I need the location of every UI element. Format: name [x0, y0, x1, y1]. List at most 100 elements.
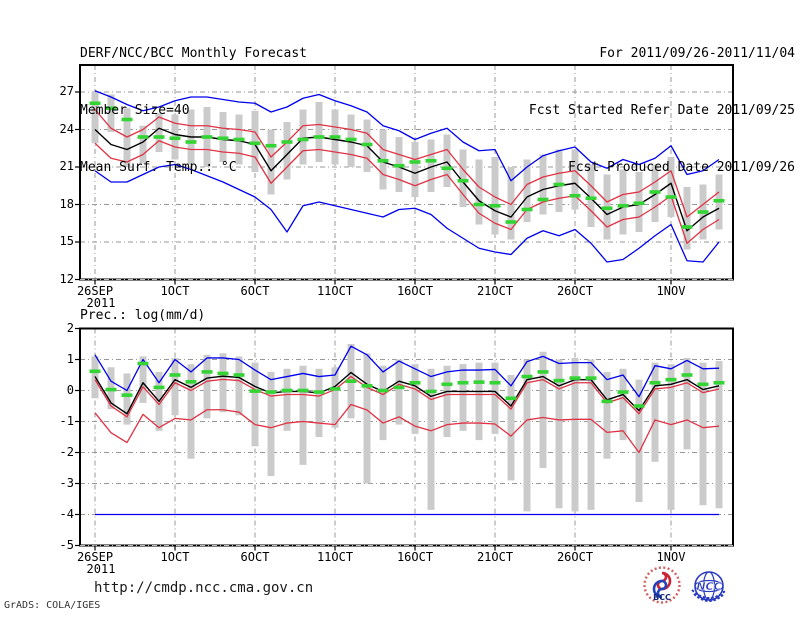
green-dash-marker	[281, 140, 293, 144]
green-dash-marker	[425, 158, 437, 163]
spread-bar	[171, 357, 179, 416]
spread-bar	[539, 154, 547, 215]
green-dash-marker	[121, 117, 133, 122]
spread-bar	[139, 125, 147, 164]
spread-bar	[251, 110, 259, 172]
green-dash-marker	[233, 137, 245, 142]
green-dash-marker	[505, 220, 517, 224]
x-tick-label: 21OCT	[476, 550, 514, 564]
spread-bar	[299, 365, 307, 465]
spread-bar	[411, 142, 419, 197]
green-dash-marker	[521, 207, 533, 212]
logo-strip: BCC NCC	[641, 566, 751, 610]
x-tick-label: 21OCT	[476, 284, 514, 298]
spread-bar	[491, 362, 499, 434]
temp-ens-max-line	[94, 90, 720, 182]
spread-bar	[443, 134, 451, 187]
green-dash-marker	[393, 163, 405, 168]
spread-bar	[91, 92, 99, 144]
spread-bar	[411, 364, 419, 434]
spread-bar	[571, 357, 579, 512]
spread-bar	[219, 353, 227, 413]
spread-bar	[427, 368, 435, 510]
spread-bar	[683, 187, 691, 250]
x-tick-label: 1OCT	[160, 284, 190, 298]
y-tick-label: -1	[59, 413, 74, 428]
green-dash-marker	[169, 373, 181, 377]
green-dash-marker	[649, 190, 661, 194]
spread-bar	[107, 94, 115, 132]
spread-bar	[523, 359, 531, 512]
forecast-range-label: For 2011/09/26-2011/11/04	[599, 46, 795, 61]
spread-bar	[299, 109, 307, 165]
x-tick-label: 6OCT	[240, 550, 270, 564]
x-tick-label: 16OCT	[396, 550, 434, 564]
bcc-logo: BCC	[643, 566, 681, 604]
green-dash-marker	[489, 203, 501, 208]
bcc-blue-swirl	[652, 579, 668, 599]
y-tick-label: 1	[66, 351, 74, 366]
ncc-logo-text: NCC	[696, 580, 721, 593]
green-dash-marker	[201, 135, 213, 139]
precip-ens-upper-line	[94, 375, 720, 418]
green-dash-marker	[201, 370, 213, 374]
grads-credit: GrADS: COLA/IGES	[4, 600, 101, 611]
green-dash-marker	[713, 198, 725, 203]
y-tick-label: 0	[66, 382, 74, 397]
green-dash-marker	[281, 388, 293, 393]
green-dash-marker	[345, 137, 357, 142]
green-dash-marker	[345, 379, 357, 383]
green-dash-marker	[105, 106, 117, 111]
green-dash-marker	[505, 396, 517, 401]
header-left: DERF/NCC/BCC Monthly Forecast Member Siz…	[80, 6, 307, 215]
green-dash-marker	[617, 390, 629, 394]
x-tick-label: 26OCT	[556, 550, 594, 564]
precip-ens-max-line	[94, 345, 720, 398]
spread-bar	[123, 373, 131, 425]
green-dash-marker	[313, 390, 325, 394]
website-url[interactable]: http://cmdp.ncc.cma.gov.cn	[94, 580, 314, 596]
spread-bar	[603, 371, 611, 459]
x-tick-label: 11OCT	[316, 284, 354, 298]
green-dash-marker	[329, 387, 341, 391]
x-tick-label: 1NOV	[656, 284, 686, 298]
green-dash-marker	[217, 136, 229, 141]
spread-bar	[619, 368, 627, 441]
green-dash-marker	[361, 142, 373, 147]
green-dash-marker	[89, 369, 101, 374]
spread-bar	[699, 362, 707, 506]
green-dash-marker	[617, 203, 629, 208]
header-right: For 2011/09/26-2011/11/04 Fcst Started R…	[529, 6, 795, 215]
temp-ens-min-line	[94, 163, 720, 263]
spread-bar	[651, 362, 659, 462]
x-tick-label: 26OCT	[556, 284, 594, 298]
bcc-logo-text: BCC	[653, 593, 671, 602]
green-dash-marker	[553, 378, 565, 383]
green-dash-marker	[681, 225, 693, 229]
fcst-produced-label: Fcst Produced Date 2011/09/26	[568, 160, 795, 175]
spread-bar	[363, 353, 371, 484]
spread-bar	[507, 167, 515, 240]
y-tick-label: 21	[59, 159, 74, 173]
green-dash-marker	[585, 376, 597, 380]
spread-bar	[475, 159, 483, 225]
green-dash-marker	[137, 135, 149, 139]
green-dash-marker	[457, 178, 469, 183]
green-dash-marker	[297, 388, 309, 393]
green-dash-marker	[601, 206, 613, 211]
spread-bar	[267, 129, 275, 195]
green-dash-marker	[185, 140, 197, 144]
green-dash-marker	[153, 385, 165, 390]
green-dash-marker	[697, 210, 709, 214]
x-tick-year-label: 2011	[86, 562, 116, 576]
green-dash-marker	[265, 143, 277, 148]
green-dash-marker	[569, 376, 581, 380]
page-title: DERF/NCC/BCC Monthly Forecast	[80, 46, 307, 61]
y-tick-label: 12	[59, 271, 74, 286]
spread-bar	[475, 362, 483, 441]
temp-ens-lower-line	[94, 140, 720, 244]
precip-chart	[75, 327, 734, 551]
green-dash-marker	[409, 160, 421, 164]
spread-bar	[155, 113, 163, 152]
green-dash-marker	[409, 380, 421, 385]
